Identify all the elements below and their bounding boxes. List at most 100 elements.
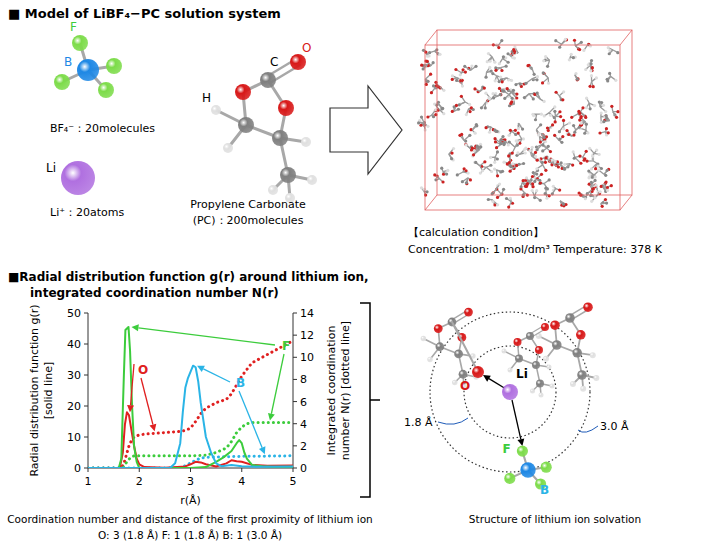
- atom: [584, 197, 587, 200]
- atom: [524, 146, 527, 149]
- atom: [562, 90, 565, 93]
- atom: [464, 143, 467, 146]
- atom: [468, 134, 471, 137]
- atom: [550, 320, 560, 330]
- atom: [484, 106, 487, 109]
- atom: [483, 86, 486, 89]
- atom: [602, 104, 605, 107]
- atom: [535, 167, 538, 170]
- atom: [514, 83, 517, 86]
- atom: [546, 65, 549, 68]
- atom: [290, 54, 306, 70]
- atom: [420, 186, 423, 189]
- atom: [499, 93, 502, 96]
- atom: [536, 92, 539, 95]
- atom: [457, 108, 460, 111]
- atom: [544, 187, 547, 190]
- atom: [532, 92, 535, 95]
- atom: [541, 462, 552, 473]
- atom: [463, 167, 466, 170]
- atom: [531, 175, 534, 178]
- atom: [531, 146, 534, 149]
- atom: [505, 197, 508, 200]
- caption: (PC)：200molecules: [193, 214, 304, 227]
- atom: [496, 174, 499, 177]
- atom: [488, 131, 491, 134]
- x-tick: [293, 468, 294, 472]
- atom: [501, 135, 504, 138]
- atom: [468, 110, 471, 113]
- atom: [576, 77, 579, 80]
- atom: [490, 69, 493, 72]
- atom: [423, 188, 426, 191]
- x-tick: [190, 468, 191, 472]
- atom: [583, 132, 586, 135]
- atom: [568, 121, 571, 124]
- atom: [498, 62, 501, 65]
- annotation-arrow: [239, 391, 262, 448]
- atom: [488, 66, 491, 69]
- atom: [509, 129, 512, 132]
- atom: [490, 170, 493, 173]
- atom: [510, 79, 513, 82]
- atom: [591, 155, 594, 158]
- atom: [506, 163, 509, 166]
- atom: [502, 384, 518, 400]
- atom: [567, 133, 570, 136]
- atom: [470, 106, 473, 109]
- atom: [531, 185, 534, 188]
- atom: [590, 62, 593, 65]
- atom: [584, 68, 587, 71]
- distance-label: 3.0 Å: [600, 420, 629, 433]
- atom: [517, 446, 528, 457]
- atom: [570, 53, 573, 56]
- atom: [461, 180, 464, 183]
- atom: [463, 65, 466, 68]
- atom: [549, 114, 552, 117]
- y2-tick-label: 4: [300, 418, 307, 431]
- atom-label: F: [502, 442, 510, 456]
- atom: [446, 169, 449, 172]
- atom: [606, 186, 609, 189]
- atom: [524, 151, 527, 154]
- atom: [523, 96, 526, 99]
- atom: [77, 59, 99, 81]
- annotation-arrow: [512, 400, 521, 439]
- y2-tick: [293, 313, 297, 314]
- atom: [589, 107, 592, 110]
- atom: [499, 138, 502, 141]
- atom: [551, 123, 554, 126]
- atom: [539, 199, 542, 202]
- atom: [592, 85, 595, 88]
- atom: [496, 196, 499, 199]
- atom: [451, 74, 454, 77]
- condition-text: Concentration: 1 mol/dm³ Temperature: 37…: [408, 243, 663, 256]
- atom: [565, 313, 575, 323]
- atom: [554, 91, 557, 94]
- atom: [610, 105, 613, 108]
- atom: [493, 61, 496, 64]
- annotation-arrowhead: [127, 405, 134, 412]
- atom: [587, 170, 590, 173]
- y2-tick-label: 14: [300, 307, 314, 320]
- atom: [584, 116, 587, 119]
- atom: [451, 110, 454, 113]
- atom: [578, 112, 581, 115]
- atom: [520, 462, 535, 477]
- y2-tick: [293, 357, 297, 358]
- annotation-arrowhead: [197, 366, 205, 372]
- atom: [98, 82, 114, 98]
- atom: [430, 91, 433, 94]
- atom: [547, 145, 550, 148]
- atom: [491, 200, 494, 203]
- atom: [238, 117, 254, 133]
- atom: [502, 188, 505, 191]
- atom: [459, 79, 462, 82]
- box-edge: [620, 30, 632, 45]
- atom: [535, 189, 538, 192]
- atom: [520, 185, 523, 188]
- atom: [536, 75, 539, 78]
- atom: [605, 201, 608, 204]
- atom: [464, 143, 467, 146]
- atom: [571, 163, 574, 166]
